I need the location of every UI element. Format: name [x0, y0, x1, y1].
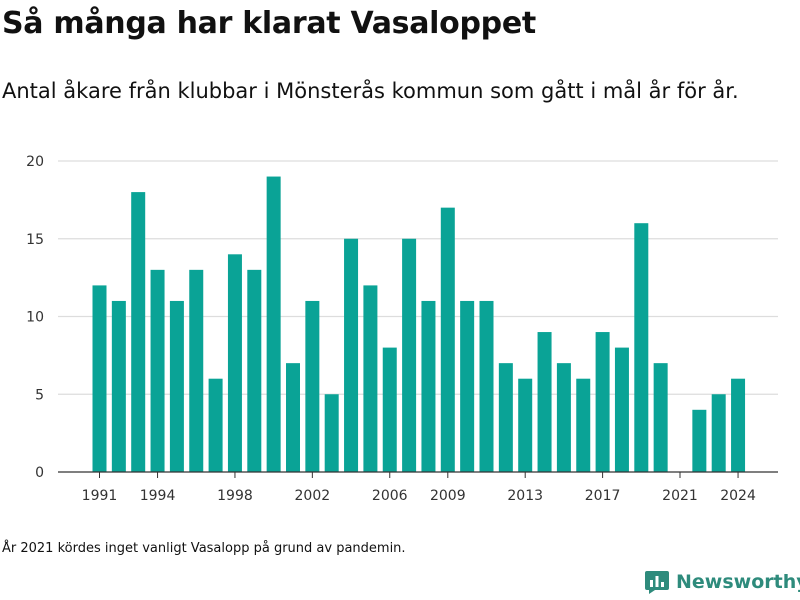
bar-1995: [169, 300, 184, 472]
bar-2009: [440, 207, 455, 472]
bar-2010: [460, 300, 475, 472]
bar-2017: [595, 332, 610, 472]
bar-2016: [576, 378, 591, 472]
bar-1993: [131, 192, 146, 472]
chart-title: Så många har klarat Vasaloppet: [2, 6, 536, 41]
bar-2015: [556, 363, 571, 472]
bar-chart: 0 5 10 15 20 1991 1994 1998 2002 2006 2009 2013 2017…: [26, 154, 778, 504]
bar-2014: [537, 332, 552, 472]
bar-2024: [731, 378, 746, 472]
x-tick-label: 1991: [82, 488, 118, 504]
bar-2018: [614, 347, 629, 472]
bar-2013: [518, 378, 533, 472]
x-tick-label: 2002: [295, 488, 331, 504]
bar-2008: [421, 300, 436, 472]
bar-2011: [479, 300, 494, 472]
x-tick-label: 1994: [140, 488, 176, 504]
bar-2006: [382, 347, 397, 472]
y-tick-label: 20: [26, 154, 44, 170]
x-tick-label: 2024: [720, 488, 756, 504]
y-tick-label: 15: [26, 232, 44, 248]
x-tick-label: 2009: [430, 488, 466, 504]
bar-1997: [208, 378, 223, 472]
x-tick-label: 2017: [585, 488, 621, 504]
x-tick-label: 2021: [662, 488, 698, 504]
bar-1992: [111, 300, 126, 472]
x-tick-label: 2006: [372, 488, 408, 504]
bar-1996: [189, 269, 204, 472]
brand-name: Newsworthy: [676, 571, 800, 593]
bar-1994: [150, 269, 165, 472]
chart-subtitle: Antal åkare från klubbar i Mönsterås kom…: [2, 79, 739, 103]
y-tick-label: 10: [26, 310, 44, 326]
bar-2020: [653, 363, 668, 472]
bar-2007: [402, 238, 417, 472]
y-tick-label: 5: [35, 387, 44, 403]
bar-2004: [344, 238, 359, 472]
bar-1991: [92, 285, 107, 472]
bar-2012: [498, 363, 513, 472]
bar-1998: [227, 254, 242, 472]
y-tick-label: 0: [35, 465, 44, 481]
bar-2001: [286, 363, 300, 472]
x-tick-label: 1998: [217, 488, 253, 504]
bar-2000: [266, 176, 281, 473]
brand-logo: Newsworthy: [644, 569, 800, 595]
bar-2019: [634, 223, 649, 472]
bar-2023: [711, 394, 726, 472]
bar-1999: [247, 269, 262, 472]
bar-2022: [692, 409, 707, 472]
bar-2002: [305, 300, 320, 472]
bar-2003: [324, 394, 339, 472]
bar-2005: [363, 285, 378, 472]
bar-chart-logo-icon: [645, 571, 669, 594]
footnote: År 2021 kördes inget vanligt Vasalopp på…: [2, 541, 406, 556]
x-tick-label: 2013: [507, 488, 543, 504]
